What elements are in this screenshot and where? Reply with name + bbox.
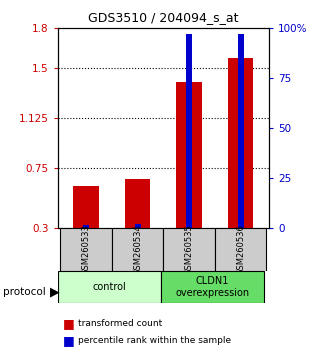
Text: GSM260535: GSM260535 <box>184 224 194 275</box>
Bar <box>176 82 202 228</box>
Text: transformed count: transformed count <box>78 319 162 329</box>
Text: GSM260533: GSM260533 <box>82 224 90 275</box>
Bar <box>228 58 253 228</box>
Bar <box>163 228 215 271</box>
Text: CLDN1
overexpression: CLDN1 overexpression <box>175 276 249 298</box>
Text: GSM260534: GSM260534 <box>133 224 142 275</box>
Text: percentile rank within the sample: percentile rank within the sample <box>78 336 231 345</box>
Text: ▶: ▶ <box>50 286 59 298</box>
Bar <box>58 271 161 303</box>
Bar <box>125 179 150 228</box>
Text: ■: ■ <box>63 334 75 347</box>
Text: control: control <box>92 282 126 292</box>
Text: ■: ■ <box>63 318 75 330</box>
Text: GSM260536: GSM260536 <box>236 224 245 275</box>
Bar <box>238 34 244 228</box>
Title: GDS3510 / 204094_s_at: GDS3510 / 204094_s_at <box>88 11 239 24</box>
Bar <box>73 185 99 228</box>
Bar <box>186 34 192 228</box>
Bar <box>215 228 266 271</box>
Bar <box>135 224 141 228</box>
Bar <box>112 228 163 271</box>
Bar <box>83 225 89 228</box>
Text: protocol: protocol <box>3 287 46 297</box>
Bar <box>161 271 264 303</box>
Bar <box>60 228 112 271</box>
